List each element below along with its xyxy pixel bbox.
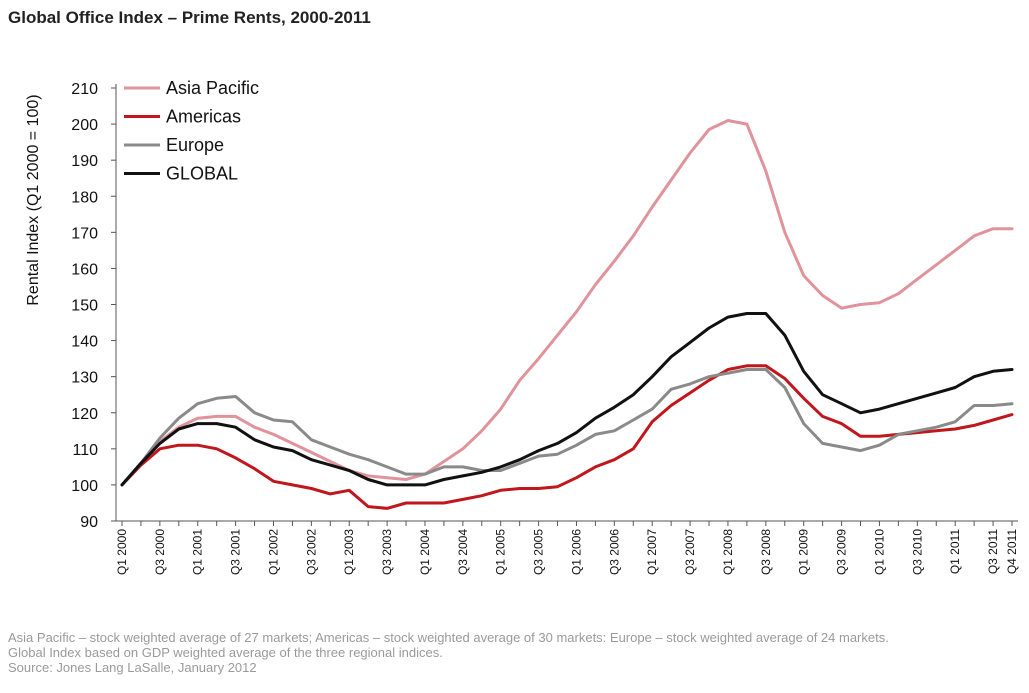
x-tick-label: Q3 2006 xyxy=(607,529,621,575)
y-tick-label: 100 xyxy=(71,478,98,495)
y-tick-label: 170 xyxy=(71,225,98,242)
x-tick-label: Q3 2002 xyxy=(304,529,318,575)
x-tick-label: Q3 2010 xyxy=(910,529,924,575)
x-tick-label: Q1 2002 xyxy=(266,529,280,575)
series-line-europe xyxy=(120,368,1014,487)
x-tick-label: Q3 2011 xyxy=(986,529,1000,574)
legend-label: Americas xyxy=(166,107,241,127)
footnote-line-1: Asia Pacific – stock weighted average of… xyxy=(8,630,889,645)
y-tick-label: 200 xyxy=(71,117,98,134)
x-tick-label: Q3 2001 xyxy=(229,529,243,575)
x-tick-label: Q1 2011 xyxy=(948,529,962,574)
y-tick-label: 140 xyxy=(71,334,98,351)
y-tick-label: 130 xyxy=(71,370,98,387)
y-tick-label: 120 xyxy=(71,406,98,423)
x-tick-label: Q3 2007 xyxy=(683,529,697,575)
x-tick-label: Q1 2001 xyxy=(191,529,205,575)
x-tick-label: Q1 2006 xyxy=(569,529,583,575)
legend-label: Asia Pacific xyxy=(166,78,259,98)
x-tick-label: Q1 2009 xyxy=(797,529,811,575)
y-tick-label: 110 xyxy=(72,442,98,459)
y-tick-label: 180 xyxy=(71,189,98,206)
legend: Asia Pacific Americas Europe GLOBAL xyxy=(124,78,259,184)
series-line-global xyxy=(120,312,1014,487)
series-line-asia-pacific xyxy=(120,119,1014,487)
footnote-line-3: Source: Jones Lang LaSalle, January 2012 xyxy=(8,660,257,675)
x-tick-label: Q1 2004 xyxy=(418,529,432,575)
x-tick-label: Q3 2003 xyxy=(380,529,394,575)
y-tick-label: 150 xyxy=(71,298,98,315)
x-axis-ticks: Q1 2000 Q3 2000 Q1 2001 Q3 2001 Q1 2002 Q3 20… xyxy=(115,521,1019,575)
chart-title: Global Office Index – Prime Rents, 2000-… xyxy=(8,8,371,27)
x-tick-label: Q1 2008 xyxy=(721,529,735,575)
x-tick-label: Q1 2010 xyxy=(872,529,886,575)
y-tick-label: 190 xyxy=(71,153,98,170)
footnote-line-2: Global Index based on GDP weighted avera… xyxy=(8,645,443,660)
x-tick-label: Q3 2000 xyxy=(153,529,167,575)
chart-axes xyxy=(115,84,1018,522)
x-tick-label: Q1 2007 xyxy=(645,529,659,575)
x-tick-label: Q3 2009 xyxy=(835,529,849,575)
legend-label: GLOBAL xyxy=(166,164,238,184)
x-tick-label: Q1 2000 xyxy=(115,529,129,575)
series-lines xyxy=(120,119,1014,510)
legend-label: Europe xyxy=(166,135,224,155)
y-tick-label: 160 xyxy=(71,261,98,278)
x-tick-label: Q1 2003 xyxy=(342,529,356,575)
x-tick-label: Q1 2005 xyxy=(494,529,508,575)
y-tick-label: 90 xyxy=(80,514,98,531)
x-tick-label: Q4 2011 xyxy=(1005,529,1019,574)
x-tick-label: Q3 2004 xyxy=(456,529,470,575)
y-tick-label: 210 xyxy=(71,81,98,98)
footnote: Asia Pacific – stock weighted average of… xyxy=(8,630,889,675)
x-tick-label: Q3 2005 xyxy=(532,529,546,575)
series-line-americas xyxy=(120,364,1014,510)
x-tick-label: Q3 2008 xyxy=(759,529,773,575)
y-axis-label: Rental Index (Q1 2000 = 100) xyxy=(25,94,42,305)
y-axis-ticks: 90 100 110 120 130 140 150 160 170 180 190 200 210 xyxy=(71,81,116,531)
